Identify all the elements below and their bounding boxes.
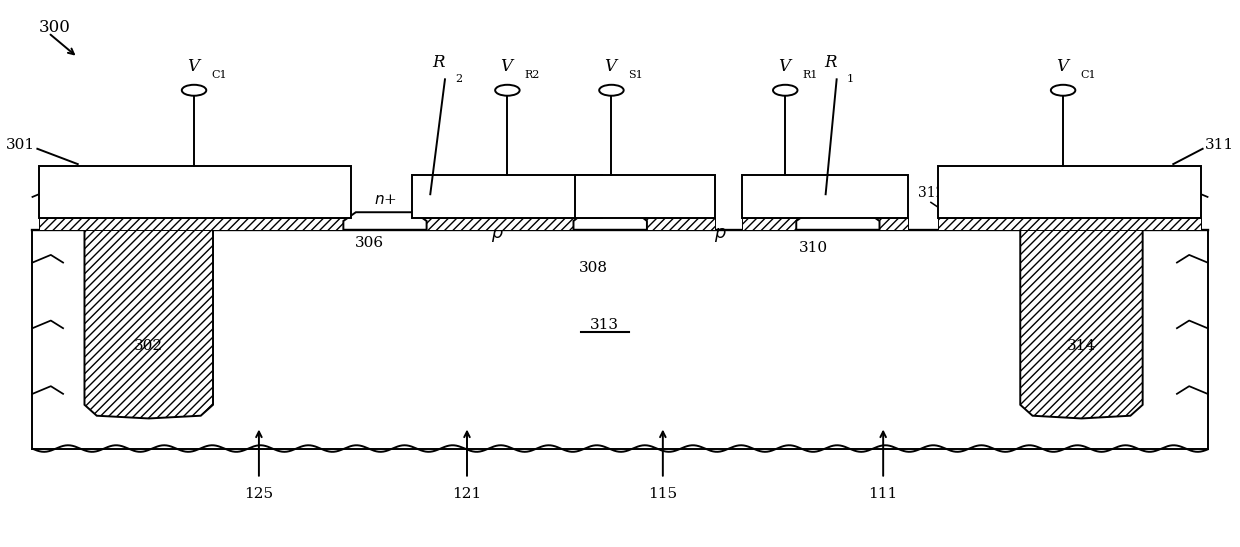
Text: 111: 111 (868, 487, 898, 501)
Text: R: R (433, 54, 445, 71)
Text: $p$: $p$ (491, 226, 503, 244)
Text: 301: 301 (6, 138, 35, 152)
Text: 300: 300 (38, 19, 71, 36)
Text: 310: 310 (799, 241, 828, 255)
Text: $n$+: $n$+ (827, 193, 849, 207)
Polygon shape (84, 230, 213, 418)
Polygon shape (574, 175, 715, 218)
Text: 314: 314 (1066, 339, 1096, 353)
Text: 313: 313 (589, 318, 619, 333)
Polygon shape (939, 218, 1202, 230)
Circle shape (773, 85, 797, 96)
Circle shape (495, 85, 520, 96)
Text: C1: C1 (211, 71, 227, 80)
Text: R1: R1 (802, 71, 817, 80)
Text: S1: S1 (629, 71, 644, 80)
Polygon shape (343, 212, 427, 230)
Polygon shape (574, 218, 715, 230)
Text: 115: 115 (649, 487, 677, 501)
Circle shape (599, 85, 624, 96)
Polygon shape (38, 218, 351, 230)
Polygon shape (939, 166, 1202, 218)
Text: R: R (825, 54, 837, 71)
Text: 2: 2 (455, 74, 461, 84)
Text: 312: 312 (222, 185, 249, 200)
Text: 312: 312 (746, 185, 773, 200)
Text: 312: 312 (918, 185, 944, 200)
Text: V: V (1056, 58, 1068, 75)
Circle shape (182, 85, 206, 96)
Text: 306: 306 (355, 236, 383, 251)
Text: 312: 312 (417, 185, 444, 200)
Polygon shape (412, 218, 601, 230)
Text: C1: C1 (1080, 71, 1096, 80)
Text: 125: 125 (244, 487, 274, 501)
Text: 1: 1 (847, 74, 853, 84)
Text: 311: 311 (1205, 138, 1234, 152)
Polygon shape (412, 175, 601, 218)
Text: R2: R2 (525, 71, 539, 80)
Text: V: V (604, 58, 616, 75)
Polygon shape (573, 212, 647, 230)
Text: 302: 302 (134, 339, 164, 353)
Text: V: V (777, 58, 790, 75)
Polygon shape (1021, 230, 1143, 418)
Text: $n$+: $n$+ (599, 193, 621, 207)
Text: V: V (500, 58, 512, 75)
Polygon shape (796, 212, 879, 230)
Text: V: V (187, 58, 198, 75)
Text: $p$: $p$ (714, 226, 727, 244)
Text: $n$+: $n$+ (373, 193, 397, 207)
Polygon shape (743, 175, 908, 218)
Polygon shape (32, 230, 1208, 449)
Polygon shape (38, 166, 351, 218)
Circle shape (1050, 85, 1075, 96)
Text: 121: 121 (453, 487, 481, 501)
Text: 308: 308 (579, 261, 608, 275)
Polygon shape (743, 218, 908, 230)
